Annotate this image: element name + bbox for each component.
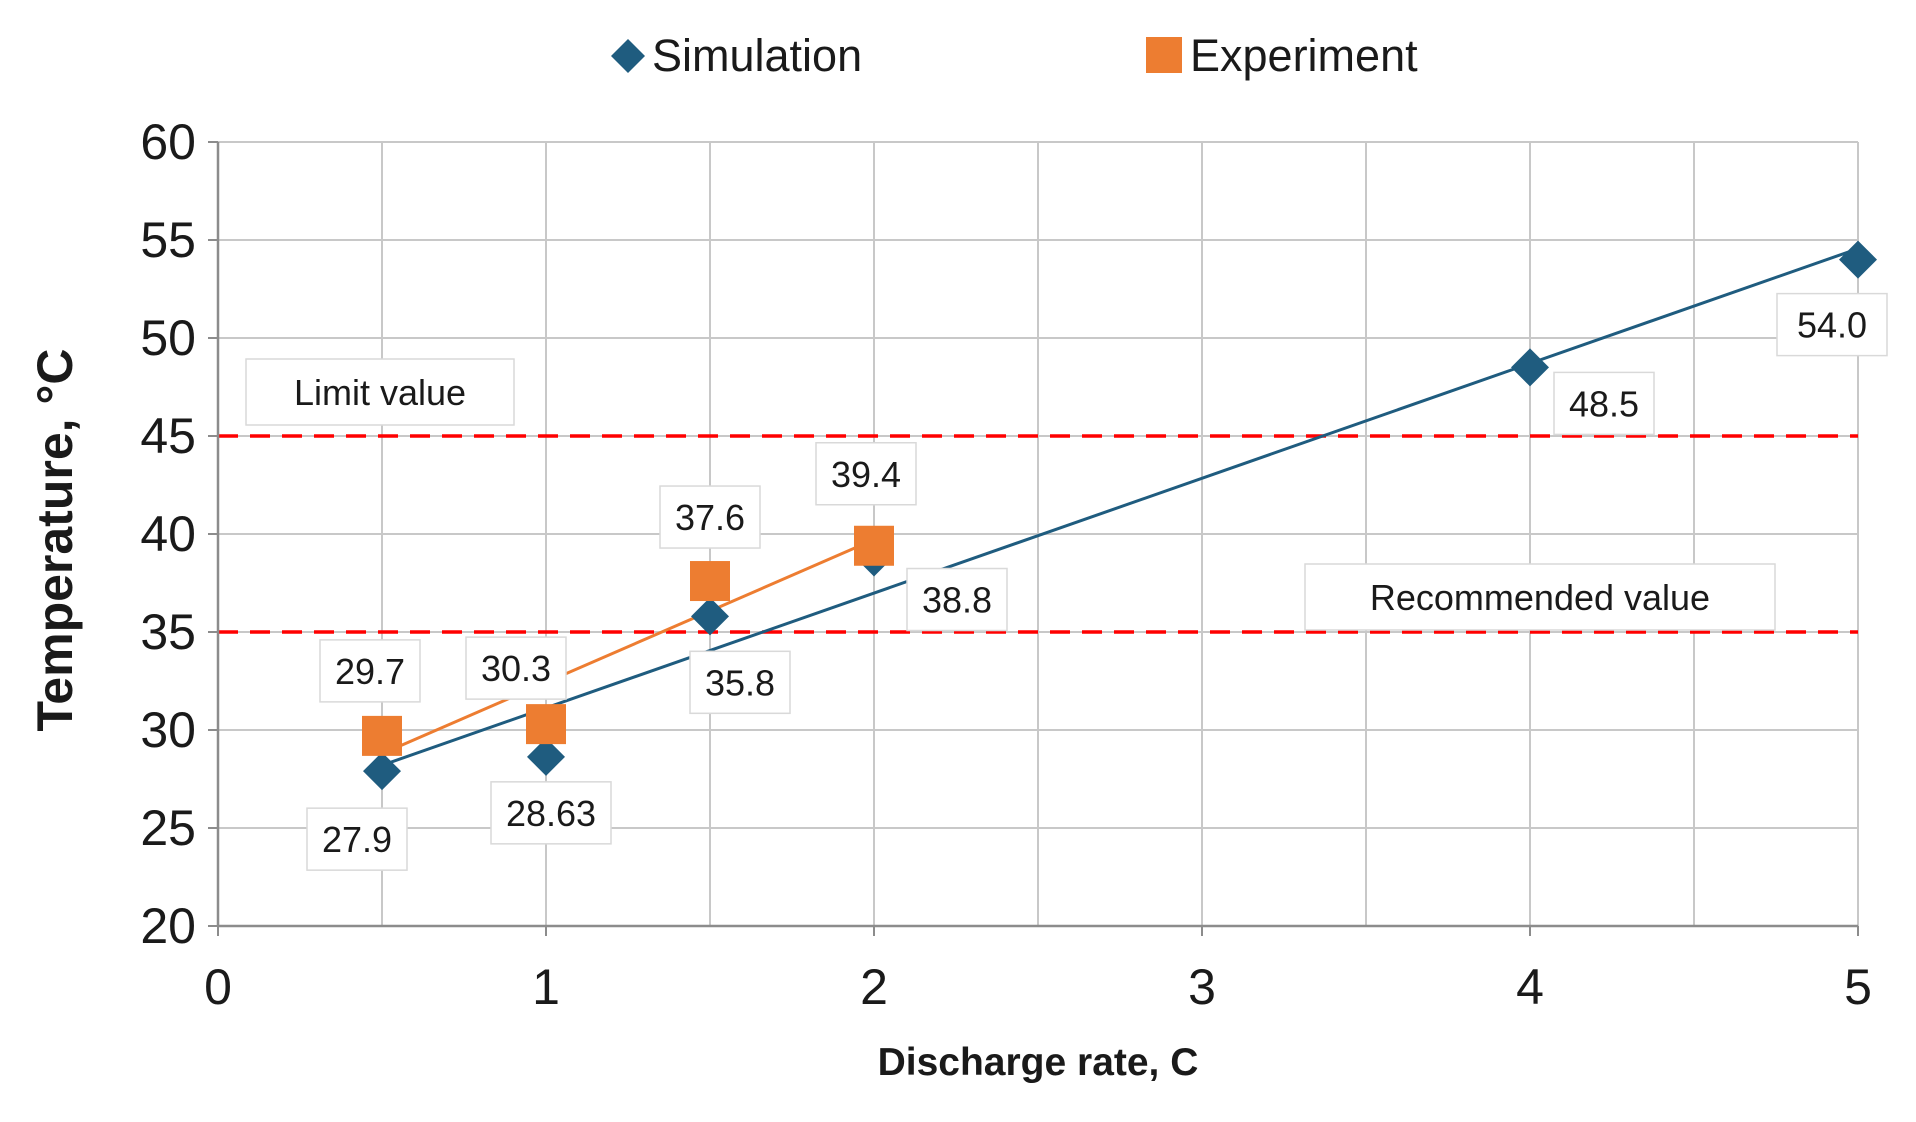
simulation-point <box>691 597 729 636</box>
experiment-data-label-box <box>319 639 421 703</box>
experiment-data-label: 37.6 <box>659 485 761 549</box>
y-tick-label: 30 <box>140 702 196 758</box>
limit-value-label: Limit value <box>245 358 515 426</box>
experiment-data-label: 39.4 <box>815 442 917 506</box>
experiment-data-label-text: 37.6 <box>675 497 745 538</box>
trendline-simulation <box>381 247 1859 767</box>
y-tick-label: 35 <box>140 604 196 660</box>
x-tick-label: 1 <box>532 959 560 1015</box>
experiment-data-label-box <box>659 485 761 549</box>
experiment-data-label-box <box>465 636 567 700</box>
y-tick-label: 45 <box>140 408 196 464</box>
data-labels: 27.9 28.63 35.8 38.8 48.5 54.0 29.7 30.3 37.6 39.… <box>306 292 1888 871</box>
limit-value-label-box <box>245 358 515 426</box>
simulation-data-label-text: 27.9 <box>322 819 392 860</box>
y-tick-label: 60 <box>140 114 196 170</box>
legend-label-experiment: Experiment <box>1190 30 1418 81</box>
y-tick-label: 25 <box>140 800 196 856</box>
experiment-data-label-text: 30.3 <box>481 648 551 689</box>
limit-value-label-text: Limit value <box>294 372 466 413</box>
experiment-point <box>854 525 894 566</box>
y-tick-label: 50 <box>140 310 196 366</box>
simulation-data-label-text: 28.63 <box>506 793 596 834</box>
simulation-data-label-text: 54.0 <box>1797 305 1867 346</box>
x-axis-title: Discharge rate, C <box>878 1041 1199 1084</box>
experiment-point <box>362 715 402 756</box>
simulation-point <box>363 752 401 791</box>
simulation-data-label-box <box>689 650 791 715</box>
simulation-data-label: 54.0 <box>1776 292 1888 357</box>
experiment-data-label-text: 39.4 <box>831 454 901 495</box>
legend-marker-simulation <box>611 39 645 73</box>
trendlines <box>381 247 1859 767</box>
simulation-data-label-box <box>1553 371 1655 436</box>
data-markers <box>362 240 1877 791</box>
legend-label-simulation: Simulation <box>652 30 862 81</box>
y-tick-label: 40 <box>140 506 196 562</box>
experiment-point <box>690 561 730 602</box>
simulation-point <box>527 737 565 776</box>
trendline-experiment <box>381 538 875 756</box>
experiment-data-label-box <box>815 442 917 506</box>
reference-lines: Limit value Recommended value <box>218 358 1858 634</box>
x-tick-label: 5 <box>1844 959 1872 1015</box>
experiment-data-label: 30.3 <box>465 636 567 700</box>
experiment-data-label: 29.7 <box>319 639 421 703</box>
simulation-data-label-box <box>490 781 612 845</box>
experiment-point <box>526 704 566 745</box>
simulation-data-label: 38.8 <box>906 567 1008 632</box>
experiment-data-label-text: 29.7 <box>335 651 405 692</box>
simulation-data-label: 48.5 <box>1553 371 1655 436</box>
simulation-data-label-text: 35.8 <box>705 662 775 703</box>
recommended-value-label: Recommended value <box>1304 563 1776 631</box>
recommended-value-label-box <box>1304 563 1776 631</box>
simulation-data-label: 27.9 <box>306 807 408 871</box>
simulation-data-label: 35.8 <box>689 650 791 715</box>
simulation-data-label-text: 38.8 <box>922 580 992 621</box>
x-tick-label: 4 <box>1516 959 1544 1015</box>
simulation-data-label-box <box>906 567 1008 632</box>
axes <box>208 141 1859 936</box>
simulation-data-label-box <box>306 807 408 871</box>
x-tick-label: 3 <box>1188 959 1216 1015</box>
simulation-data-label-text: 48.5 <box>1569 383 1639 424</box>
simulation-point <box>1839 240 1877 279</box>
legend-entry-experiment: Experiment <box>1146 30 1418 81</box>
simulation-data-label-box <box>1776 292 1888 357</box>
y-axis-title: Temperature, °C <box>27 348 83 731</box>
grid <box>217 141 1859 927</box>
legend: Simulation Experiment <box>611 30 1418 81</box>
simulation-data-label: 28.63 <box>490 781 612 845</box>
legend-marker-experiment <box>1146 37 1182 73</box>
y-tick-label: 55 <box>140 212 196 268</box>
legend-entry-simulation: Simulation <box>611 30 862 81</box>
simulation-point <box>1511 348 1549 387</box>
recommended-value-label-text: Recommended value <box>1370 577 1710 618</box>
x-tick-label: 2 <box>860 959 888 1015</box>
y-tick-label: 20 <box>140 898 196 954</box>
x-tick-label: 0 <box>204 959 232 1015</box>
